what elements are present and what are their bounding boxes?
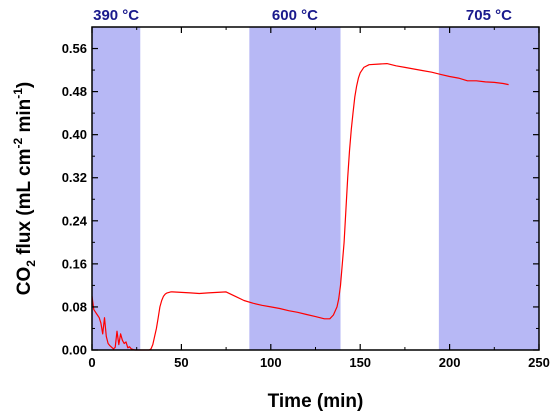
y-tick-label-0: 0.00	[62, 343, 87, 358]
x-axis-title: Time (min)	[268, 391, 364, 412]
temperature-band-labels: 390 °C 600 °C 705 °C	[93, 7, 512, 24]
series-layer	[91, 62, 509, 351]
y-axis-title-sup2: -1	[11, 88, 25, 99]
x-tick-label-4: 200	[439, 355, 461, 370]
temperature-band-2	[438, 27, 539, 350]
x-tick-label-0: 0	[88, 355, 95, 370]
y-tick-label-7: 0.56	[62, 41, 87, 56]
y-tick-label-1: 0.08	[62, 299, 87, 314]
y-axis-title-end: )	[14, 82, 35, 88]
band-label-1: 600 °C	[272, 7, 318, 24]
y-axis-title-mid2: min	[14, 99, 35, 138]
y-axis-title-mid: flux (mL cm	[14, 148, 35, 260]
x-tick-label-2: 100	[260, 355, 282, 370]
series-line-0	[91, 62, 509, 351]
temperature-band-0	[92, 27, 141, 350]
x-tick-labels: 0 50 100 150 200 250	[88, 355, 549, 370]
y-tick-label-5: 0.40	[62, 127, 87, 142]
temperature-bands	[92, 27, 539, 350]
y-axis-title-sub: 2	[24, 260, 38, 267]
x-tick-label-1: 50	[174, 355, 188, 370]
y-tick-label-3: 0.24	[62, 213, 88, 228]
x-tick-label-5: 250	[528, 355, 550, 370]
y-tick-labels: 0.00 0.08 0.16 0.24 0.32 0.40 0.48 0.56	[62, 41, 88, 357]
temperature-band-1	[249, 27, 341, 350]
y-tick-label-2: 0.16	[62, 256, 87, 271]
y-tick-label-4: 0.32	[62, 170, 87, 185]
band-label-0: 390 °C	[93, 7, 139, 24]
y-tick-label-6: 0.48	[62, 84, 87, 99]
axis-ticks	[91, 27, 540, 351]
y-axis-title-base: CO	[14, 267, 35, 296]
y-axis-title: CO2 flux (mL cm-2 min-1)	[11, 82, 38, 295]
x-tick-label-3: 150	[349, 355, 371, 370]
y-axis-title-sup1: -2	[11, 137, 25, 148]
band-label-2: 705 °C	[466, 7, 512, 24]
